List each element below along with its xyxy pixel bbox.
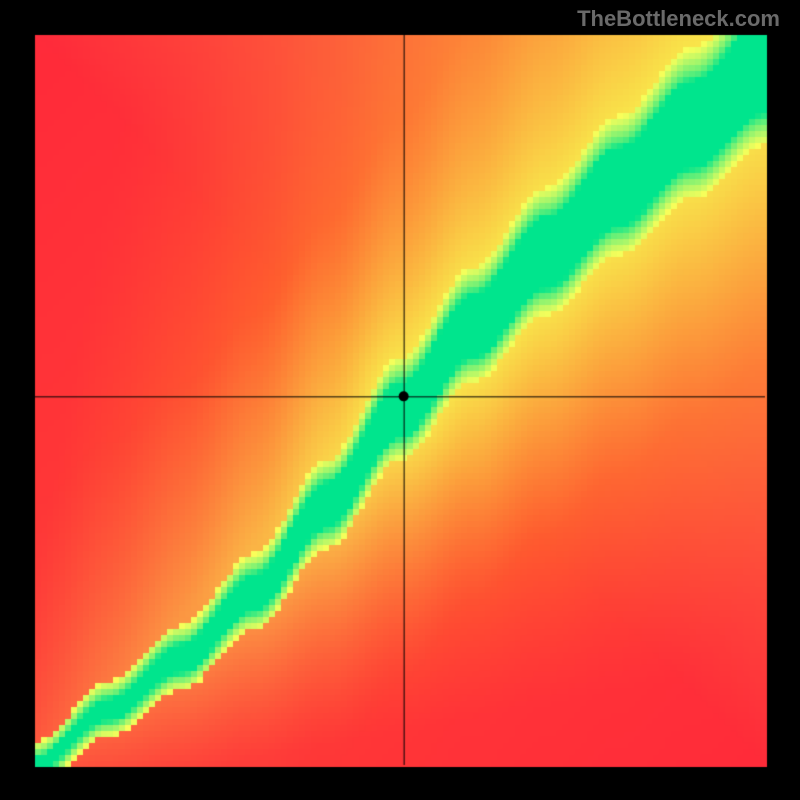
watermark-text: TheBottleneck.com <box>577 6 780 32</box>
heatmap-canvas <box>0 0 800 800</box>
chart-container: TheBottleneck.com <box>0 0 800 800</box>
